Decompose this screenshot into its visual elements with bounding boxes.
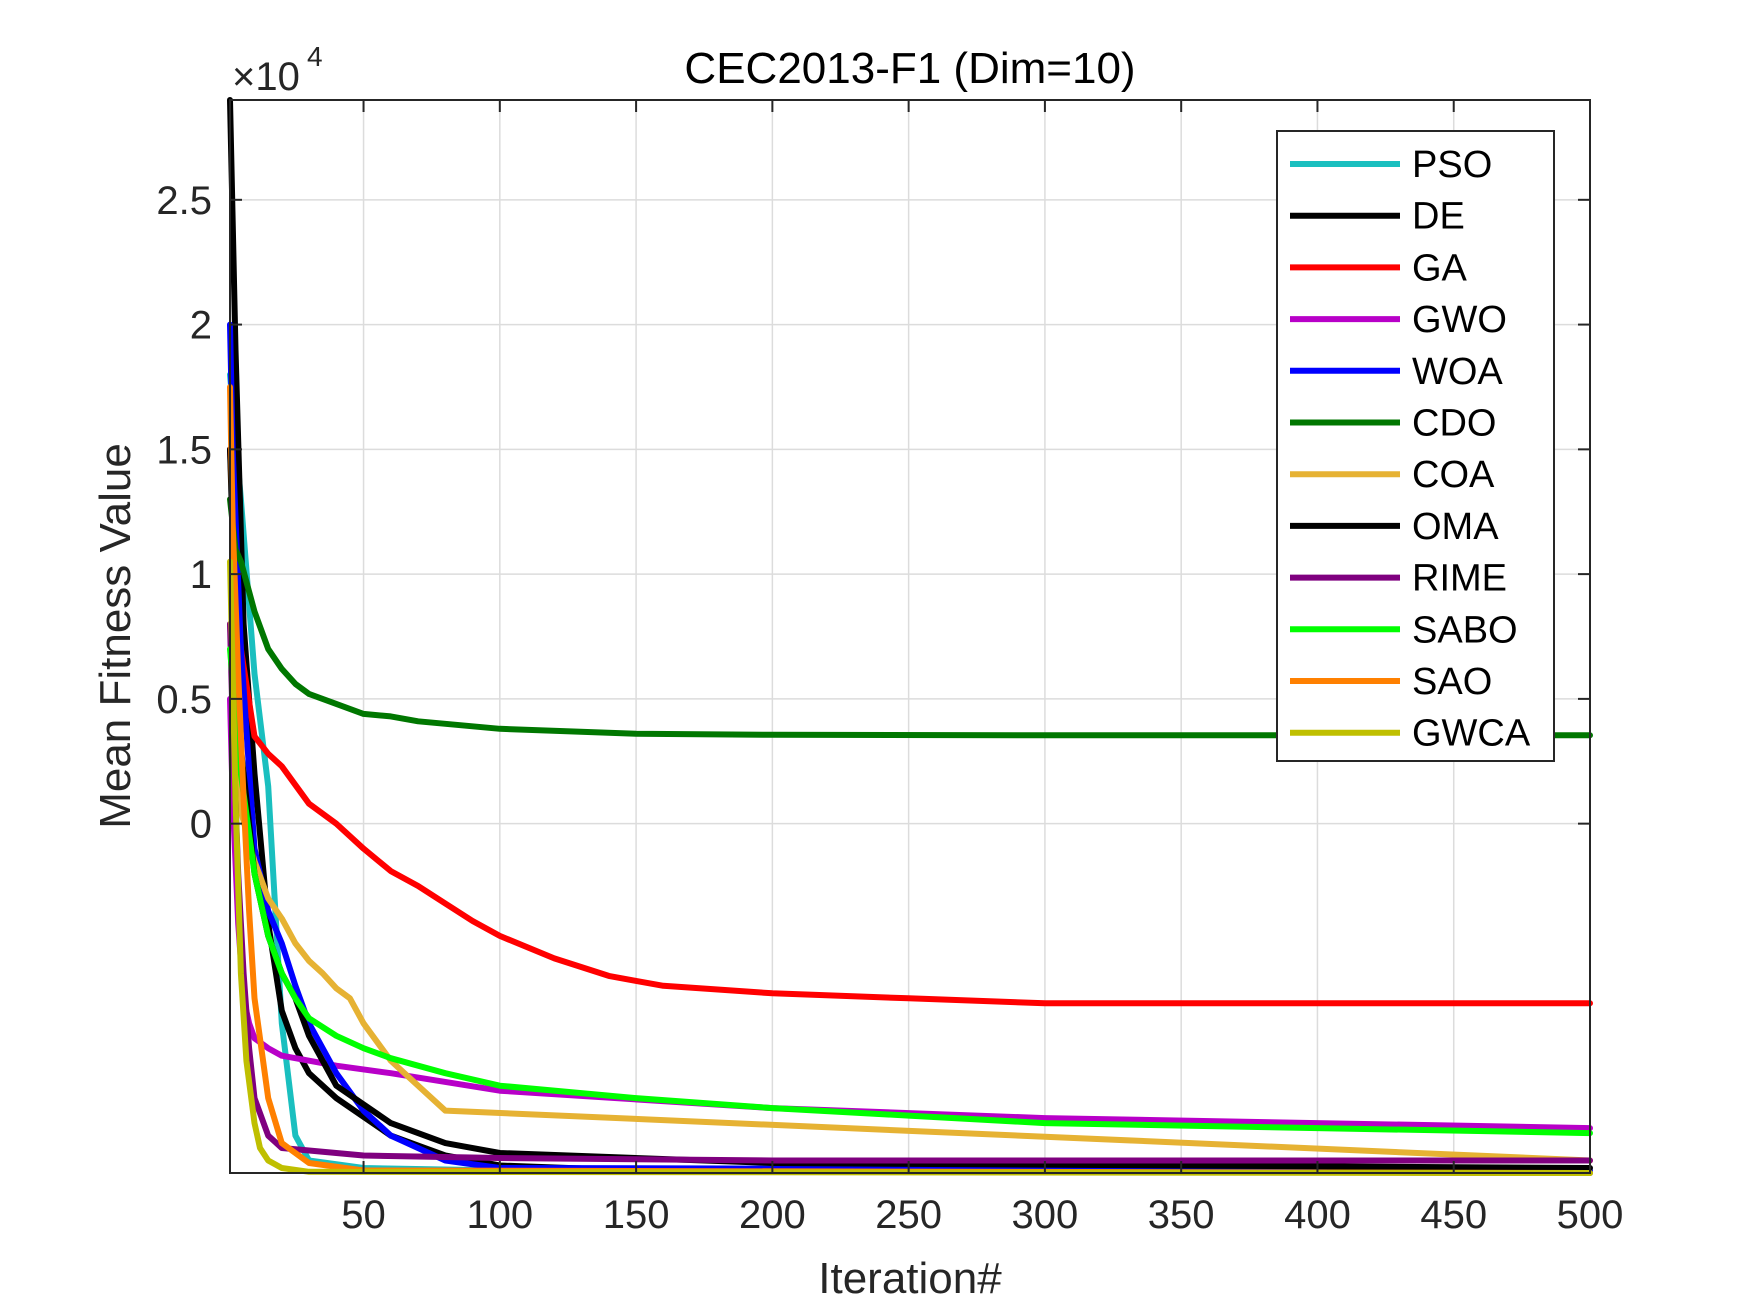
x-tick-label: 500: [1557, 1193, 1624, 1237]
legend-item-woa: WOA: [1290, 351, 1503, 393]
x-tick-label: 100: [466, 1193, 533, 1237]
y-axis-label: Mean Fitness Value: [91, 443, 140, 829]
legend-item-rime: RIME: [1290, 558, 1507, 600]
legend-box: [1276, 130, 1555, 762]
legend-item-coa: COA: [1290, 454, 1495, 496]
legend-label: RIME: [1412, 558, 1507, 600]
x-tick-label: 350: [1148, 1193, 1215, 1237]
legend-label: SAO: [1412, 661, 1492, 703]
legend-label: GA: [1412, 247, 1468, 289]
y-tick-label: 1.5: [156, 428, 212, 472]
legend-item-sabo: SABO: [1290, 609, 1518, 651]
legend-label: COA: [1412, 454, 1495, 496]
plot-frame: [229, 99, 1591, 1174]
series-lines: [227, 97, 1593, 1176]
x-tick-label: 250: [875, 1193, 942, 1237]
y-tick-label: 2.5: [156, 179, 212, 223]
legend-label: OMA: [1412, 506, 1499, 548]
chart-title: CEC2013-F1 (Dim=10): [684, 44, 1135, 93]
legend-label: WOA: [1412, 351, 1503, 393]
x-tick-label: 150: [603, 1193, 670, 1237]
y-tick-label: 0.5: [156, 678, 212, 722]
legend-item-gwo: GWO: [1290, 299, 1507, 341]
y-exponent-label: ×10 4: [232, 41, 323, 99]
legend-label: GWCA: [1412, 713, 1531, 755]
x-axis-label: Iteration#: [818, 1254, 1002, 1303]
legend-item-pso: PSO: [1290, 144, 1492, 186]
x-tick-label: 400: [1284, 1193, 1351, 1237]
x-tick-label: 50: [341, 1193, 386, 1237]
series-line-ga: [227, 446, 1593, 1007]
legend-item-ga: GA: [1290, 247, 1468, 289]
y-exponent-power: 4: [307, 41, 323, 72]
x-tick-label: 450: [1420, 1193, 1487, 1237]
x-tick-label: 200: [739, 1193, 806, 1237]
y-tick-labels: 0 0.5 1 1.5 2 2.5: [156, 179, 212, 847]
x-tick-label: 300: [1012, 1193, 1079, 1237]
legend-item-cdo: CDO: [1290, 403, 1496, 445]
series-line-cdo: [227, 496, 1593, 739]
legend-label: CDO: [1412, 403, 1496, 445]
y-tick-label: 2: [190, 304, 212, 348]
legend-label: PSO: [1412, 144, 1492, 186]
legend-label: GWO: [1412, 299, 1507, 341]
axis-ticks: [230, 100, 1591, 1173]
legend-label: DE: [1412, 196, 1465, 238]
x-tick-labels: 50 100 150 200 250 300 350 400 450 500: [341, 1193, 1623, 1237]
legend-item-oma: OMA: [1290, 506, 1499, 548]
legend-label: SABO: [1412, 609, 1518, 651]
series-line-sao: [227, 384, 1593, 1176]
series-line-sabo: [227, 646, 1593, 1137]
legend-item-de: DE: [1290, 196, 1465, 238]
y-tick-label: 1: [190, 553, 212, 597]
series-line-gwca: [227, 558, 1593, 1176]
y-exponent-base: ×10: [232, 55, 300, 99]
legend-item-gwca: GWCA: [1290, 713, 1531, 755]
y-tick-label: 0: [190, 803, 212, 847]
legend: PSO DE GA GWO WOA CDO COA OMA RIME SABO SAO GWCA: [1276, 130, 1555, 762]
legend-item-sao: SAO: [1290, 661, 1492, 703]
